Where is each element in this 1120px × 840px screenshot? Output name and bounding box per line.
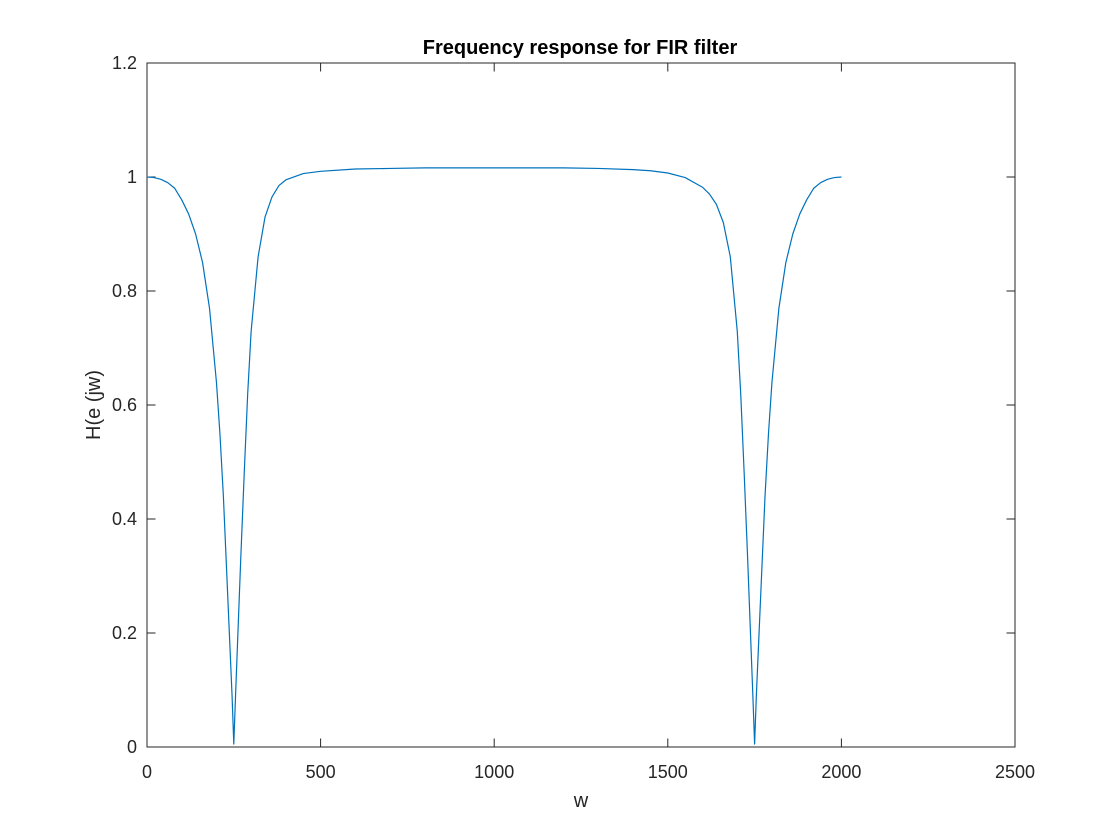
chart-title: Frequency response for FIR filter [423,37,738,59]
x-tick-label: 1000 [474,762,514,782]
y-tick-label: 0.2 [112,623,137,643]
y-axis-ticks: 0 0.2 0.4 0.6 0.8 1 1.2 [112,53,1015,757]
y-tick-label: 0.4 [112,509,137,529]
y-tick-label: 0.6 [112,395,137,415]
x-tick-label: 500 [306,762,336,782]
x-axis-label: w [573,790,589,812]
series-line [146,167,842,745]
y-axis-label: H(e (jw) [83,370,105,440]
x-tick-label: 0 [142,762,152,782]
y-tick-label: 1.2 [112,53,137,73]
x-tick-label: 2500 [995,762,1035,782]
series-layer [146,167,842,745]
y-tick-label: 0.8 [112,281,137,301]
y-tick-label: 1 [127,167,137,187]
x-tick-label: 2000 [821,762,861,782]
x-axis-ticks: 0 500 1000 1500 2000 2500 [142,63,1035,782]
plot-area [146,62,1016,748]
y-tick-label: 0 [127,737,137,757]
x-tick-label: 1500 [648,762,688,782]
